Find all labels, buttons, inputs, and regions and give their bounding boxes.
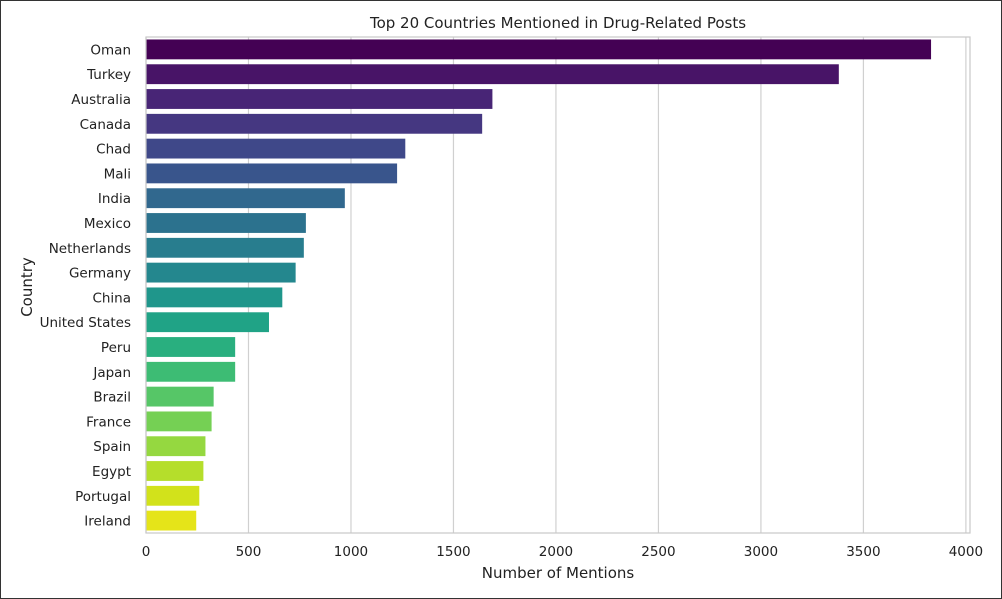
bars xyxy=(146,39,932,531)
x-tick-label: 1500 xyxy=(436,544,470,560)
x-tick-label: 1000 xyxy=(334,544,368,560)
bar-mali xyxy=(146,163,398,184)
x-tick-labels: 0 500 1000 1500 2000 2500 3000 3500 4000 xyxy=(142,544,983,560)
y-tick-label: Ireland xyxy=(84,514,131,530)
x-tick-label: 3000 xyxy=(744,544,778,560)
x-tick-label: 2500 xyxy=(641,544,675,560)
y-tick-label: United States xyxy=(40,315,131,331)
y-tick-label: Netherlands xyxy=(49,241,131,257)
bar-portugal xyxy=(146,485,200,506)
bar-brazil xyxy=(146,386,214,407)
y-tick-label: India xyxy=(98,191,131,207)
bar-turkey xyxy=(146,64,839,85)
y-tick-label: Portugal xyxy=(75,489,131,505)
bar-spain xyxy=(146,436,206,457)
y-tick-label: Brazil xyxy=(93,390,131,406)
y-tick-label: China xyxy=(92,290,131,306)
x-tick-label: 2000 xyxy=(539,544,573,560)
bar-oman xyxy=(146,39,932,60)
y-tick-label: Canada xyxy=(80,117,131,133)
plot-frame xyxy=(145,36,971,534)
bar-united-states xyxy=(146,312,269,333)
y-axis-label: Country xyxy=(18,257,36,317)
y-tick-label: France xyxy=(86,414,131,430)
chart-title: Top 20 Countries Mentioned in Drug-Relat… xyxy=(369,14,746,32)
x-axis-label: Number of Mentions xyxy=(482,564,635,582)
y-tick-label: Turkey xyxy=(86,67,131,83)
y-tick-label: Chad xyxy=(96,142,131,158)
bar-japan xyxy=(146,361,236,382)
bar-egypt xyxy=(146,461,204,481)
y-tick-label: Spain xyxy=(93,439,131,455)
bar-france xyxy=(146,411,212,432)
x-tick-label: 4000 xyxy=(949,544,983,560)
bar-canada xyxy=(146,113,483,134)
y-tick-label: Peru xyxy=(101,340,131,356)
y-tick-label: Egypt xyxy=(92,464,131,480)
grid-lines xyxy=(145,37,967,533)
x-tick-label: 0 xyxy=(142,544,151,560)
bar-netherlands xyxy=(146,237,304,258)
x-tick-label: 3500 xyxy=(846,544,880,560)
bar-chad xyxy=(146,138,406,159)
y-tick-label: Mali xyxy=(104,166,131,182)
bar-australia xyxy=(146,89,493,109)
bar-ireland xyxy=(146,510,197,531)
x-tick-label: 500 xyxy=(236,544,262,560)
bar-peru xyxy=(146,337,236,357)
y-tick-label: Australia xyxy=(71,92,131,108)
y-tick-labels: Oman Turkey Australia Canada Chad Mali India Me… xyxy=(40,42,131,529)
bar-china xyxy=(146,287,283,308)
bar-germany xyxy=(146,262,296,283)
bar-india xyxy=(146,188,345,209)
y-tick-label: Japan xyxy=(92,365,131,381)
y-tick-label: Germany xyxy=(69,266,131,282)
y-tick-label: Mexico xyxy=(84,216,131,232)
bar-mexico xyxy=(146,213,306,233)
y-tick-label: Oman xyxy=(90,42,131,58)
